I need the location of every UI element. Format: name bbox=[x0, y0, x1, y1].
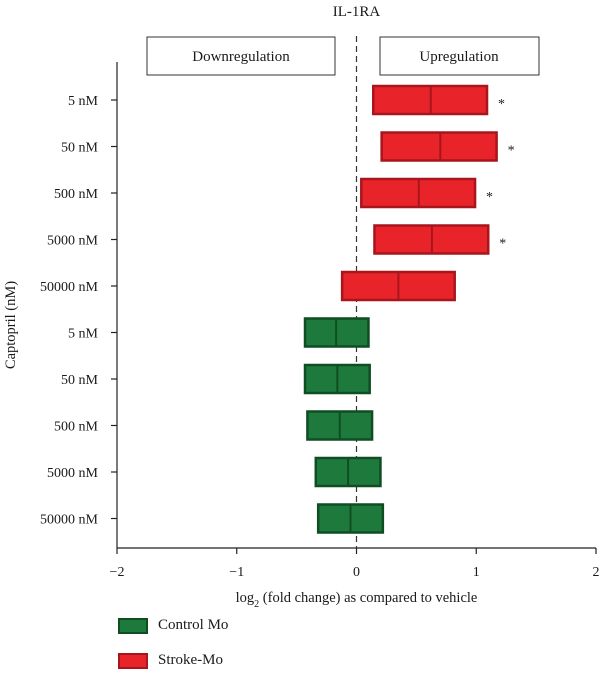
upregulation-box bbox=[379, 36, 540, 76]
legend-swatch-control-mo bbox=[118, 617, 148, 634]
y-category-label: 50000 nM bbox=[40, 280, 99, 295]
upregulation-label: Upregulation bbox=[419, 49, 499, 65]
significance-marker: * bbox=[499, 237, 506, 252]
y-category-label: 5 nM bbox=[68, 327, 99, 342]
y-category-label: 50000 nM bbox=[40, 513, 99, 528]
y-category-label: 5000 nM bbox=[47, 234, 99, 249]
legend-swatch-stroke-mo bbox=[118, 652, 148, 669]
y-category-label: 50 nM bbox=[61, 373, 99, 388]
legend-label-stroke-mo: Stroke-Mo bbox=[158, 652, 223, 668]
y-category-label: 5000 nM bbox=[47, 466, 99, 481]
y-category-label: 500 nM bbox=[54, 420, 99, 435]
y-category-label: 50 nM bbox=[61, 141, 99, 156]
significance-marker: * bbox=[508, 144, 515, 159]
il1ra-chart: IL-1RA Downregulation Upregulation −2 −1 0 1 2 5… bbox=[3, 4, 600, 610]
significance-marker: * bbox=[486, 190, 493, 205]
stroke-mo-bar bbox=[380, 131, 498, 162]
x-tick-label: 0 bbox=[353, 565, 360, 580]
y-category-label: 500 nM bbox=[54, 187, 99, 202]
downregulation-box bbox=[146, 36, 336, 76]
chart-title: IL-1RA bbox=[333, 4, 381, 20]
x-tick-label: 2 bbox=[593, 565, 600, 580]
downregulation-label: Downregulation bbox=[192, 49, 290, 65]
legend-item-stroke-mo: Stroke-Mo bbox=[118, 652, 223, 669]
y-axis-title: Captopril (nM) bbox=[3, 281, 19, 369]
legend-label-control-mo: Control Mo bbox=[158, 617, 229, 633]
x-tick-label: 1 bbox=[473, 565, 480, 580]
x-tick-label: −2 bbox=[110, 565, 125, 580]
significance-marker: * bbox=[498, 97, 505, 112]
x-axis-title: log2 (fold change) as compared to vehicl… bbox=[236, 590, 478, 610]
legend-item-control-mo: Control Mo bbox=[118, 617, 228, 634]
y-category-label: 5 nM bbox=[68, 94, 99, 109]
x-tick-label: −1 bbox=[229, 565, 244, 580]
